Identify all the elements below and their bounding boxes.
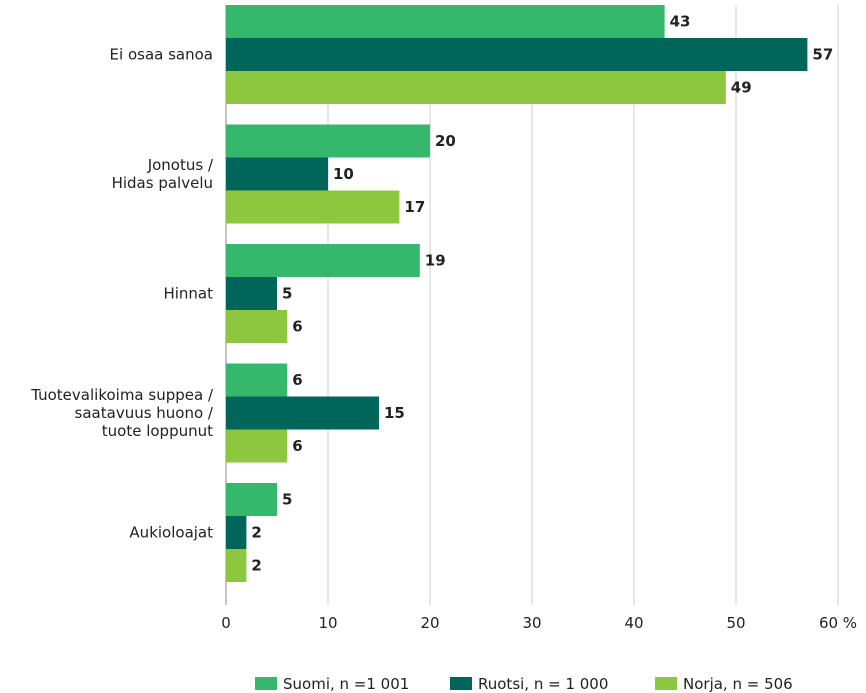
bar bbox=[226, 190, 400, 224]
data-label: 2 bbox=[251, 557, 261, 575]
legend: Suomi, n =1 001 Ruotsi, n = 1 000 Norja, n… bbox=[255, 675, 793, 693]
bar bbox=[226, 244, 420, 277]
bar bbox=[226, 38, 808, 71]
data-label: 57 bbox=[812, 46, 833, 64]
data-label: 6 bbox=[292, 437, 302, 455]
data-label: 49 bbox=[731, 79, 752, 97]
bar bbox=[226, 157, 328, 191]
data-label: 6 bbox=[292, 371, 302, 389]
bar bbox=[226, 483, 277, 516]
category-labels: Ei osaa sanoa Jonotus / Hidas palvelu Hinna… bbox=[30, 46, 214, 542]
x-axis-ticks: 0 10 20 30 40 50 60 % bbox=[221, 614, 857, 632]
data-label: 2 bbox=[251, 524, 261, 542]
x-tick-label: 60 % bbox=[819, 614, 857, 632]
bar bbox=[226, 310, 288, 343]
bar bbox=[226, 516, 247, 549]
data-label: 19 bbox=[425, 252, 446, 270]
data-label: 43 bbox=[670, 13, 691, 31]
data-label: 10 bbox=[333, 165, 354, 183]
x-tick-label: 20 bbox=[420, 614, 439, 632]
legend-swatch bbox=[450, 677, 472, 690]
x-tick-label: 10 bbox=[318, 614, 337, 632]
data-label: 6 bbox=[292, 318, 302, 336]
category-label: Hinnat bbox=[163, 285, 213, 303]
bar bbox=[226, 363, 288, 397]
bar bbox=[226, 396, 379, 430]
bar bbox=[226, 124, 430, 158]
data-label: 15 bbox=[384, 404, 405, 422]
bar bbox=[226, 277, 277, 310]
bar bbox=[226, 549, 247, 582]
category-label: Tuotevalikoima suppea / saatavuus huono /… bbox=[30, 386, 214, 440]
data-label: 17 bbox=[404, 198, 425, 216]
bar bbox=[226, 71, 726, 104]
x-tick-label: 0 bbox=[221, 614, 231, 632]
bars bbox=[226, 5, 808, 582]
x-tick-label: 50 bbox=[726, 614, 745, 632]
data-label: 5 bbox=[282, 491, 292, 509]
legend-label: Suomi, n =1 001 bbox=[283, 675, 409, 693]
legend-label: Ruotsi, n = 1 000 bbox=[478, 675, 608, 693]
legend-swatch bbox=[255, 677, 277, 690]
legend-swatch bbox=[655, 677, 677, 690]
bar bbox=[226, 5, 665, 38]
category-label: Aukioloajat bbox=[129, 524, 213, 542]
legend-label: Norja, n = 506 bbox=[683, 675, 793, 693]
x-tick-label: 30 bbox=[522, 614, 541, 632]
category-label: Jonotus / Hidas palvelu bbox=[112, 156, 214, 192]
x-tick-label: 40 bbox=[624, 614, 643, 632]
gridlines bbox=[327, 5, 839, 605]
category-label: Ei osaa sanoa bbox=[110, 46, 213, 64]
bar bbox=[226, 429, 288, 463]
data-label: 20 bbox=[435, 132, 456, 150]
data-label: 5 bbox=[282, 285, 292, 303]
